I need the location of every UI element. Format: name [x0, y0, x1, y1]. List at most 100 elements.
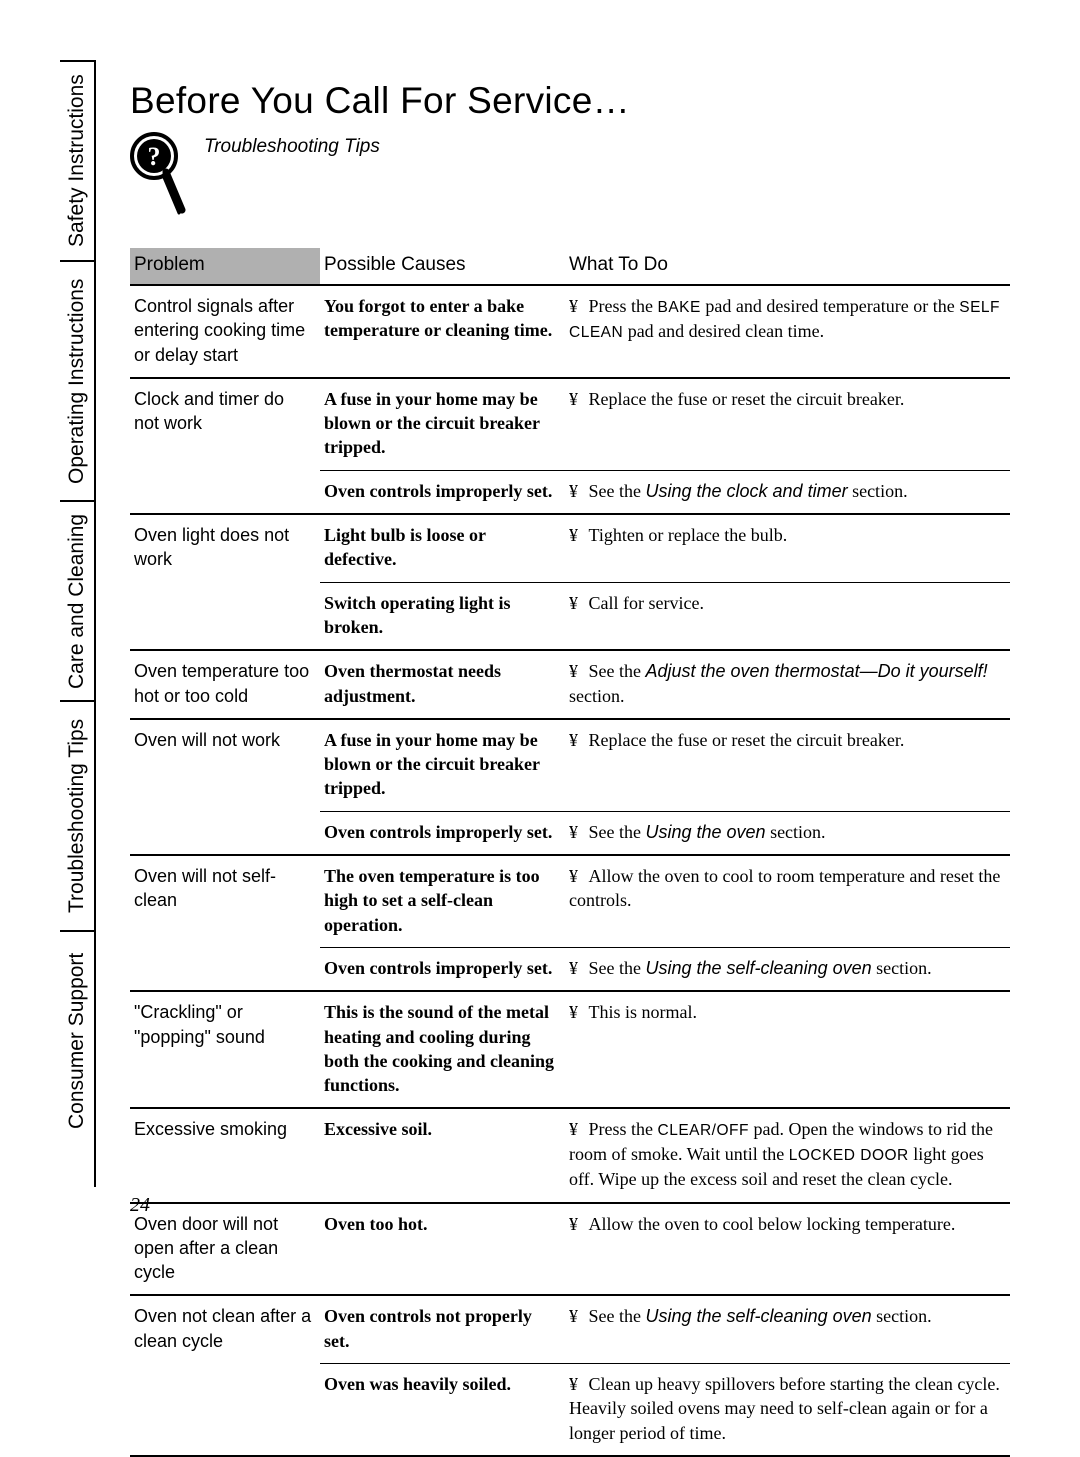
action-text: LOCKED DOOR [789, 1147, 909, 1164]
content-area: Before You Call For Service… ? Troublesh… [130, 80, 1010, 1457]
action-text: section. [872, 958, 932, 978]
action-cell: ¥ Allow the oven to cool to room tempera… [565, 855, 1010, 947]
bullet-icon: ¥ [569, 958, 583, 978]
cause-cell: Oven controls improperly set. [320, 947, 565, 991]
tab-safety[interactable]: Safety Instructions [60, 60, 94, 260]
action-text: section. [569, 686, 625, 706]
bullet-icon: ¥ [569, 593, 583, 613]
problem-cell: "Crackling" or "popping" sound [130, 991, 320, 1108]
subtitle: Troubleshooting Tips [204, 136, 380, 158]
action-text: Using the self-cleaning oven [645, 1306, 871, 1326]
table-row: Excessive smokingExcessive soil.¥ Press … [130, 1108, 1010, 1202]
cause-cell: You forgot to enter a bake temperature o… [320, 285, 565, 378]
table-row: Control signals after entering cooking t… [130, 285, 1010, 378]
table-row: Oven not clean after a clean cycleOven c… [130, 1295, 1010, 1363]
problem-cell: Clock and timer do not work [130, 378, 320, 514]
table-row: Oven door will not open after a clean cy… [130, 1203, 1010, 1296]
problem-cell: Control signals after entering cooking t… [130, 285, 320, 378]
action-text: Call for service. [589, 593, 704, 613]
tab-consumer[interactable]: Consumer Support [60, 930, 94, 1150]
action-cell: ¥ Press the BAKE pad and desired tempera… [565, 285, 1010, 378]
action-text: This is normal. [589, 1002, 698, 1022]
action-cell: ¥ Press the CLEAR/OFF pad. Open the wind… [565, 1108, 1010, 1202]
bullet-icon: ¥ [569, 1214, 583, 1234]
col-cause: Possible Causes [320, 248, 565, 285]
action-cell: ¥ Replace the fuse or reset the circuit … [565, 719, 1010, 811]
table-row: Oven will not workA fuse in your home ma… [130, 719, 1010, 811]
action-text: Clean up heavy spillovers before startin… [569, 1374, 1000, 1443]
tab-care[interactable]: Care and Cleaning [60, 500, 94, 700]
action-cell: ¥ This is normal. [565, 991, 1010, 1108]
table-row: Oven light does not workLight bulb is lo… [130, 514, 1010, 582]
action-cell: ¥ Call for service. [565, 582, 1010, 650]
action-text: See the [589, 958, 646, 978]
cause-cell: Oven too hot. [320, 1203, 565, 1296]
action-cell: ¥ See the Using the self-cleaning oven s… [565, 1295, 1010, 1363]
action-text: Adjust the oven thermostat—Do it yoursel… [645, 661, 987, 681]
cause-cell: A fuse in your home may be blown or the … [320, 378, 565, 470]
bullet-icon: ¥ [569, 1002, 583, 1022]
bullet-icon: ¥ [569, 1119, 583, 1139]
bullet-icon: ¥ [569, 296, 583, 316]
action-text: Using the oven [645, 822, 765, 842]
cause-cell: Oven controls improperly set. [320, 811, 565, 855]
action-cell: ¥ See the Using the oven section. [565, 811, 1010, 855]
action-text: section. [872, 1306, 932, 1326]
bullet-icon: ¥ [569, 661, 583, 681]
action-text: section. [766, 822, 826, 842]
action-cell: ¥ Allow the oven to cool below locking t… [565, 1203, 1010, 1296]
bullet-icon: ¥ [569, 1306, 583, 1326]
bullet-icon: ¥ [569, 525, 583, 545]
tab-troubleshoot[interactable]: Troubleshooting Tips [60, 700, 94, 930]
question-magnifier-icon: ? [130, 132, 186, 220]
action-cell: ¥ Replace the fuse or reset the circuit … [565, 378, 1010, 470]
action-cell: ¥ Clean up heavy spillovers before start… [565, 1364, 1010, 1456]
action-text: BAKE [658, 299, 701, 316]
action-cell: ¥ Tighten or replace the bulb. [565, 514, 1010, 582]
action-text: See the [589, 1306, 646, 1326]
page: Safety Instructions Operating Instructio… [0, 0, 1080, 1397]
action-text: See the [589, 822, 646, 842]
action-text: Tighten or replace the bulb. [589, 525, 788, 545]
problem-cell: Oven will not work [130, 719, 320, 855]
problem-cell: Oven light does not work [130, 514, 320, 650]
action-text: CLEAR/OFF [658, 1122, 749, 1139]
action-cell: ¥ See the Using the clock and timer sect… [565, 470, 1010, 514]
cause-cell: Excessive soil. [320, 1108, 565, 1202]
table-row: Clock and timer do not workA fuse in you… [130, 378, 1010, 470]
problem-cell: Oven not clean after a clean cycle [130, 1295, 320, 1455]
action-text: Replace the fuse or reset the circuit br… [589, 389, 905, 409]
side-tabs: Safety Instructions Operating Instructio… [60, 60, 96, 1187]
problem-cell: Oven temperature too hot or too cold [130, 650, 320, 719]
bullet-icon: ¥ [569, 866, 583, 886]
table-row: "Crackling" or "popping" soundThis is th… [130, 991, 1010, 1108]
subhead-row: ? Troubleshooting Tips [130, 132, 1010, 220]
action-text: See the [589, 661, 646, 681]
table-body: Control signals after entering cooking t… [130, 285, 1010, 1456]
table-header-row: Problem Possible Causes What To Do [130, 248, 1010, 285]
cause-cell: Oven controls improperly set. [320, 470, 565, 514]
bullet-icon: ¥ [569, 730, 583, 750]
cause-cell: This is the sound of the metal heating a… [320, 991, 565, 1108]
bullet-icon: ¥ [569, 481, 583, 501]
action-cell: ¥ See the Using the self-cleaning oven s… [565, 947, 1010, 991]
action-text: Replace the fuse or reset the circuit br… [589, 730, 905, 750]
bullet-icon: ¥ [569, 1374, 583, 1394]
page-title: Before You Call For Service… [130, 80, 1010, 122]
bullet-icon: ¥ [569, 822, 583, 842]
col-action: What To Do [565, 248, 1010, 285]
problem-cell: Oven will not self-clean [130, 855, 320, 991]
action-text: Allow the oven to cool below locking tem… [589, 1214, 956, 1234]
cause-cell: Oven controls not properly set. [320, 1295, 565, 1363]
svg-text:?: ? [148, 142, 161, 171]
table-row: Oven temperature too hot or too coldOven… [130, 650, 1010, 719]
cause-cell: Oven thermostat needs adjustment. [320, 650, 565, 719]
tab-operating[interactable]: Operating Instructions [60, 260, 94, 500]
cause-cell: Oven was heavily soiled. [320, 1364, 565, 1456]
bullet-icon: ¥ [569, 389, 583, 409]
action-cell: ¥ See the Adjust the oven thermostat—Do … [565, 650, 1010, 719]
action-text: section. [848, 481, 908, 501]
problem-cell: Excessive smoking [130, 1108, 320, 1202]
action-text: Using the self-cleaning oven [645, 958, 871, 978]
cause-cell: Switch operating light is broken. [320, 582, 565, 650]
